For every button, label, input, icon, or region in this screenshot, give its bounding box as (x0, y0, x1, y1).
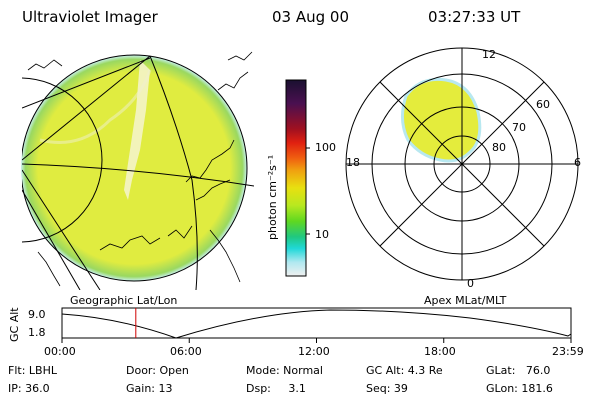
mlat-label-60: 60 (536, 98, 550, 111)
gain-status: Gain: 13 (126, 382, 173, 395)
glat-status: GLat: 76.0 (486, 364, 551, 377)
time-label: 03:27:33 UT (428, 8, 521, 26)
seq-status: Seq: 39 (366, 382, 408, 395)
timeline-x-tick-1800: 18:00 (424, 345, 456, 358)
timeline-y-tick-low: 1.8 (28, 326, 46, 339)
timeline-y-tick-high: 9.0 (28, 308, 46, 321)
timeline-x-tick-2359: 23:59 (552, 345, 584, 358)
colorbar-unit-label: photon cm⁻²s⁻¹ (266, 154, 279, 240)
app-title: Ultraviolet Imager (22, 8, 158, 26)
timeline-x-tick-0000: 00:00 (44, 345, 76, 358)
color-scale-bar (285, 79, 310, 277)
geographic-image (21, 51, 254, 290)
colorbar-tick-10: 10 (315, 228, 329, 241)
polar-mlat-mlt-plot (345, 47, 579, 281)
geographic-caption: Geographic Lat/Lon (70, 294, 178, 307)
apex-caption: Apex MLat/MLT (424, 294, 507, 307)
mlt-label-18: 18 (346, 156, 360, 169)
altitude-timeline (61, 307, 572, 343)
mode-status: Mode: Normal (246, 364, 323, 377)
filter-status: Flt: LBHL (8, 364, 57, 377)
timeline-x-tick-1200: 12:00 (298, 345, 330, 358)
mlt-label-6: 6 (574, 156, 581, 169)
timeline-y-label: GC Alt (8, 307, 21, 342)
mlt-label-0: 0 (467, 277, 474, 290)
mlat-label-80: 80 (492, 141, 506, 154)
date-label: 03 Aug 00 (272, 8, 349, 26)
glon-status: GLon: 181.6 (486, 382, 553, 395)
ip-status: IP: 36.0 (8, 382, 50, 395)
door-status: Door: Open (126, 364, 189, 377)
dsp-status: Dsp: 3.1 (246, 382, 306, 395)
colorbar-tick-100: 100 (315, 141, 336, 154)
mlat-label-70: 70 (512, 121, 526, 134)
timeline-x-tick-0600: 06:00 (170, 345, 202, 358)
mlt-label-12: 12 (482, 48, 496, 61)
gc-alt-status: GC Alt: 4.3 Re (366, 364, 443, 377)
